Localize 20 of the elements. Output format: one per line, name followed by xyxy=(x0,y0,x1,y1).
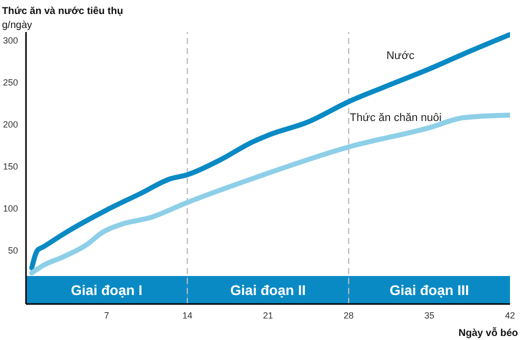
y-tick-label: 150 xyxy=(2,162,18,172)
y-tick-label: 100 xyxy=(2,203,18,214)
x-tick-label: 42 xyxy=(504,310,516,320)
x-tick-label: 21 xyxy=(262,310,274,320)
y-tick-label: 250 xyxy=(2,78,18,88)
x-tick-label: 28 xyxy=(344,310,354,320)
x-tick-label: 14 xyxy=(182,310,192,320)
band-label: Giai đoạn III xyxy=(390,282,470,298)
x-axis-title: Ngày vỗ béo xyxy=(458,327,518,339)
x-tick-label: 7 xyxy=(104,310,110,320)
series-label: Nước xyxy=(386,50,415,62)
x-tick-label: 35 xyxy=(424,310,434,320)
band-label: Giai đoạn II xyxy=(230,282,306,298)
series-label: Thức ăn chăn nuôi xyxy=(350,112,442,124)
band-label: Giai đoạn I xyxy=(70,282,142,298)
y-axis-title: g/ngày xyxy=(2,20,32,31)
y-tick-label: 50 xyxy=(8,245,18,256)
y-tick-label: 300 xyxy=(2,36,18,46)
chart-title: Thức ăn và nước tiêu thụ xyxy=(2,6,124,17)
y-tick-label: 200 xyxy=(2,120,18,130)
